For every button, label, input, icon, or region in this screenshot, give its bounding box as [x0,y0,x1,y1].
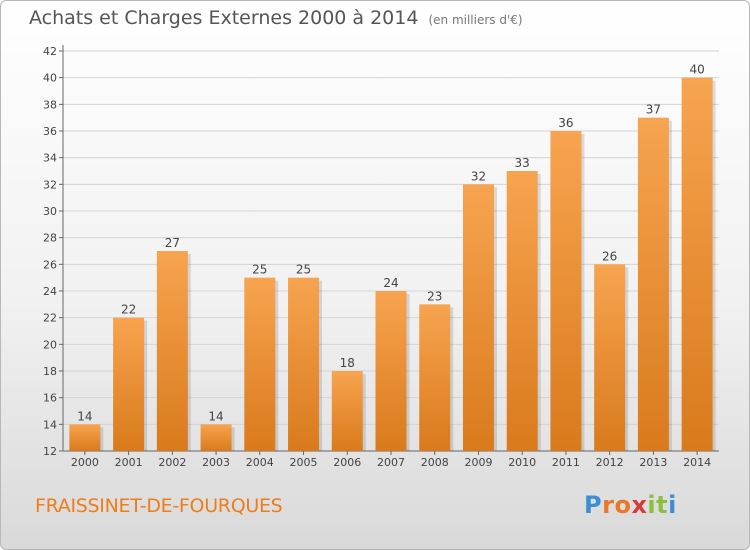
bar-value-label: 18 [340,356,355,370]
bar [331,371,363,451]
y-tick-label: 24 [43,285,57,298]
logo-letter: t [656,491,669,519]
x-tick-label: 2003 [202,456,230,469]
bar-value-label: 25 [296,263,311,277]
x-tick-label: 2008 [421,456,449,469]
bar [419,304,451,451]
y-tick-label: 32 [43,178,57,191]
proxiti-logo[interactable]: Proxiti [584,491,677,519]
x-tick-label: 2012 [596,456,624,469]
y-tick-label: 30 [43,205,57,218]
bars [69,77,716,452]
bar-value-label: 27 [165,236,180,250]
y-tick-label: 20 [43,338,57,351]
x-tick-label: 2013 [639,456,667,469]
bar [681,77,713,452]
x-tick-label: 2011 [552,456,580,469]
logo-letter: i [668,491,677,519]
x-tick-label: 2014 [683,456,711,469]
value-labels: 14 22 27 14 25 25 18 24 23 32 33 36 26 37 40 [77,63,705,424]
x-tick-label: 2006 [333,456,361,469]
y-tick-label: 12 [43,445,57,458]
bar [288,277,320,451]
y-tick-label: 26 [43,258,57,271]
bar-value-label: 25 [252,263,267,277]
bar-value-label: 23 [427,289,442,303]
bar [113,317,145,451]
bar [637,117,669,452]
bar [462,184,494,452]
bar [69,424,101,451]
x-tick-label: 2005 [290,456,318,469]
y-tick-label: 16 [43,392,57,405]
y-tick-label: 28 [43,232,57,245]
bar-value-label: 33 [515,156,530,170]
bar-value-label: 32 [471,169,486,183]
y-tick-label: 14 [43,418,57,431]
logo-letter: r [602,491,615,519]
x-tick-label: 2009 [464,456,492,469]
y-tick-label: 40 [43,72,57,85]
bar-value-label: 14 [77,409,92,423]
logo-letter: x [631,491,648,519]
x-tick-label: 2001 [115,456,143,469]
logo-letter: i [647,491,657,519]
y-tick-label: 18 [43,365,57,378]
y-tick-label: 34 [43,152,57,165]
x-tick-label: 2004 [246,456,274,469]
bar-value-label: 36 [558,116,573,130]
bar-value-label: 24 [383,276,398,290]
bar [506,171,538,451]
bar [550,131,582,451]
chart-title: Achats et Charges Externes 2000 à 2014 (e… [29,7,523,29]
bar [375,291,407,451]
y-tick-label: 22 [43,312,57,325]
logo-letter: o [614,491,632,519]
bar [156,251,188,451]
y-tick-label: 38 [43,98,57,111]
bar-value-label: 26 [602,249,617,263]
bar [594,264,626,451]
chart-title-text: Achats et Charges Externes 2000 à 2014 [29,7,419,29]
x-tick-label: 2010 [508,456,536,469]
bar-value-label: 40 [689,63,704,77]
x-tick-label: 2007 [377,456,405,469]
bar-value-label: 22 [121,303,136,317]
commune-name: FRAISSINET-DE-FOURQUES [35,495,283,517]
x-tick-label: 2002 [158,456,186,469]
axes: 12 14 16 18 20 22 24 26 28 30 32 34 36 38 40 42 2000 2001… [43,45,719,469]
chart-subtitle: (en milliers d'€) [428,13,523,27]
bar-value-label: 14 [208,409,223,423]
bar-value-label: 37 [646,103,661,117]
bar [244,277,276,451]
bar [200,424,232,451]
y-tick-label: 42 [43,45,57,58]
x-tick-label: 2000 [71,456,99,469]
logo-letter: P [584,491,603,519]
y-tick-label: 36 [43,125,57,138]
